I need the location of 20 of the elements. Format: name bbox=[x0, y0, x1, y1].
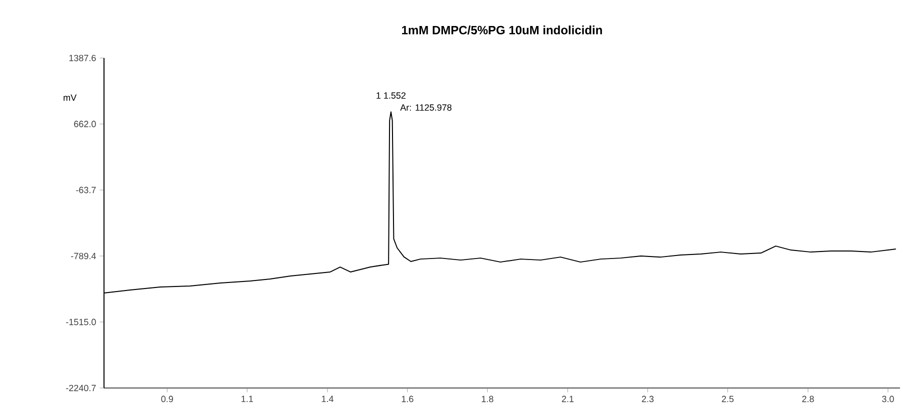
x-tick-label: 0.9 bbox=[161, 396, 173, 402]
y-tick-label: 1387.6 bbox=[69, 54, 96, 62]
y-tick-label: -2240.7 bbox=[66, 384, 96, 392]
chart-title: 1mM DMPC/5%PG 10uM indolicidin bbox=[402, 26, 602, 34]
x-tick-label: 1.6 bbox=[402, 396, 414, 402]
x-tick-label: 2.5 bbox=[722, 396, 734, 402]
y-tick-label: 662.0 bbox=[74, 120, 96, 128]
y-tick-label: -789.4 bbox=[71, 252, 96, 260]
y-axis-title: mV bbox=[64, 94, 77, 101]
x-tick-label: 3.0 bbox=[882, 396, 894, 402]
annotation: 1 1.552 bbox=[376, 92, 406, 99]
annotation: Ar: 1125.978 bbox=[400, 104, 452, 111]
x-tick-label: 2.3 bbox=[642, 396, 654, 402]
x-tick-label: 1.8 bbox=[482, 396, 494, 402]
x-tick-label: 1.1 bbox=[242, 396, 253, 402]
y-tick-label: -1515.0 bbox=[66, 318, 96, 326]
x-tick-label: 2.1 bbox=[562, 396, 574, 402]
x-tick-label: 2.8 bbox=[802, 396, 814, 402]
x-tick-label: 1.4 bbox=[322, 396, 334, 402]
y-tick-label: -63.7 bbox=[76, 186, 96, 194]
